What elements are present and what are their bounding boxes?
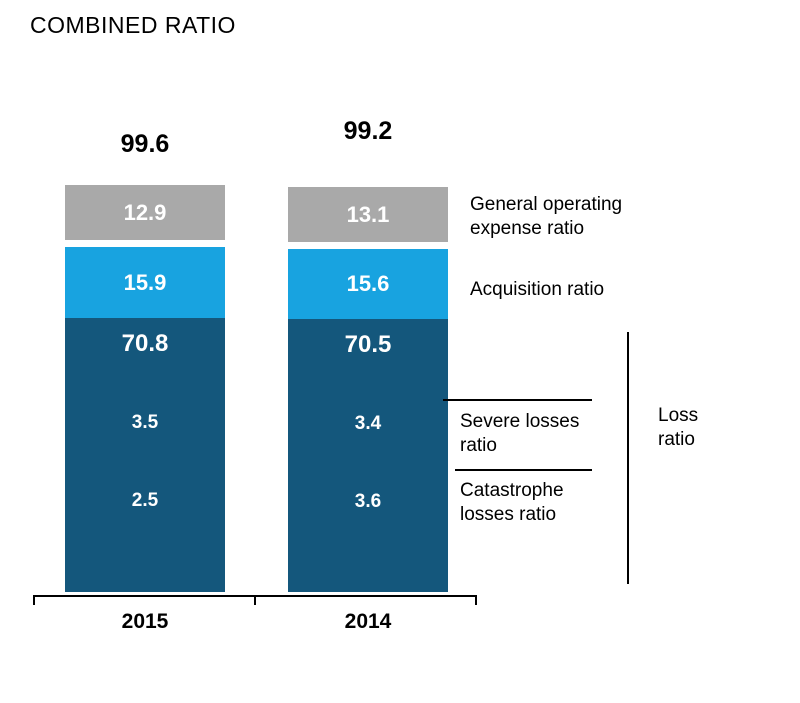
category-label-2014: 2014 — [344, 610, 392, 633]
legend-loss-ratio: Loss ratio — [658, 405, 699, 450]
bar-2015-acquisition-segment: 15.9 — [65, 247, 225, 318]
segment-value-label: 15.9 — [123, 269, 167, 295]
bar-2014-general-operating-segment: 13.1 — [288, 187, 448, 242]
x-axis-tick-left — [33, 595, 35, 605]
loss-ratio-bracket-line — [627, 332, 629, 584]
catastrophe-losses-value-2014: 3.6 — [354, 491, 382, 512]
catastrophe-losses-value-2015: 2.5 — [131, 490, 159, 511]
x-axis-tick-right — [475, 595, 477, 605]
segment-value-label: 70.5 — [344, 331, 392, 358]
segment-value-label: 12.9 — [123, 199, 167, 225]
bar-2014-loss-ratio-segment: 70.5 3.4 3.6 — [288, 319, 448, 592]
chart-title: COMBINED RATIO — [30, 12, 236, 38]
x-axis-tick-middle — [254, 595, 256, 605]
legend-general-operating-expense-ratio: General operating expense ratio — [470, 194, 623, 239]
legend-severe-losses-ratio: Severe losses ratio — [460, 411, 580, 456]
segment-value-label: 13.1 — [346, 201, 390, 227]
total-label-2014: 99.2 — [343, 117, 393, 145]
bar-2015-loss-ratio-segment: 70.8 3.5 2.5 — [65, 318, 225, 592]
category-label-2015: 2015 — [121, 610, 169, 633]
legend-catastrophe-losses-ratio: Catastrophe losses ratio — [460, 480, 564, 525]
segment-value-label: 15.6 — [346, 271, 390, 296]
segment-value-label: 70.8 — [121, 330, 169, 357]
severe-losses-callout-line — [443, 399, 592, 401]
severe-losses-value-2014: 3.4 — [354, 413, 382, 434]
severe-losses-value-2015: 3.5 — [131, 412, 159, 433]
legend-acquisition-ratio: Acquisition ratio — [470, 279, 605, 300]
bar-2015-general-operating-segment: 12.9 — [65, 185, 225, 240]
total-label-2015: 99.6 — [120, 130, 170, 158]
catastrophe-losses-callout-line — [455, 469, 592, 471]
bar-2014-acquisition-segment: 15.6 — [288, 249, 448, 319]
